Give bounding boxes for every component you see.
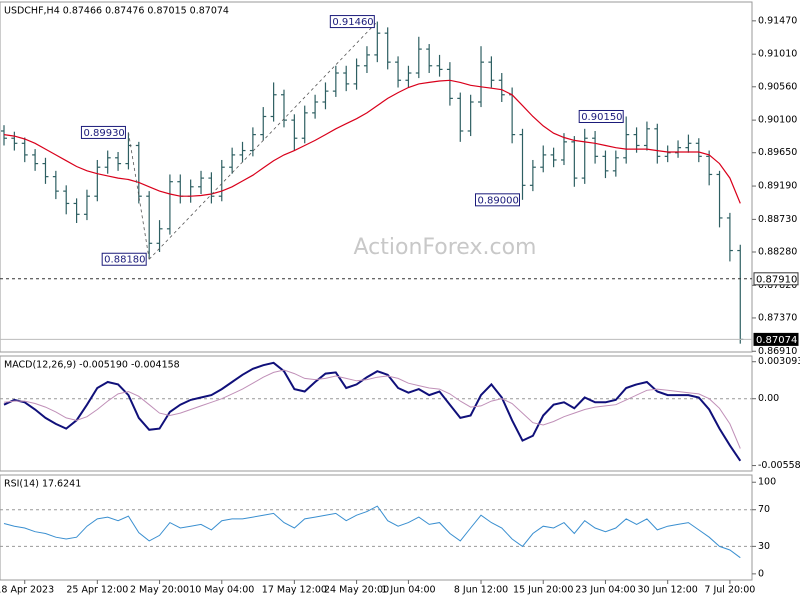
last-price-label-box <box>753 332 799 346</box>
swing-label: 0.89930 <box>83 128 124 139</box>
watermark: ActionForex.com <box>354 235 537 260</box>
swing-label-box <box>80 125 126 139</box>
x-tick-label: 18 Apr 2023 <box>0 585 54 596</box>
rsi-panel <box>0 474 753 581</box>
panel-title: RSI(14) 17.6241 <box>4 479 81 490</box>
y-tick-label: 0.88730 <box>758 214 797 225</box>
x-tick-label: 17 May 12:00 <box>262 585 327 596</box>
y-tick-label: 30 <box>758 541 770 552</box>
level-label: 0.87910 <box>756 274 797 285</box>
x-tick-label: 8 Jun 12:00 <box>454 585 508 596</box>
indicator-line <box>3 361 742 462</box>
y-tick-label: 0.91470 <box>758 15 797 26</box>
swing-label: 0.88180 <box>104 255 145 266</box>
y-tick-label: 100 <box>758 477 776 488</box>
x-tick-label: 24 May 20:00 <box>324 585 389 596</box>
price-panel <box>0 1 753 353</box>
x-tick-label: 15 Jun 20:00 <box>513 585 573 596</box>
y-tick-label: 0 <box>758 568 764 579</box>
x-tick-label: 10 May 04:00 <box>189 585 254 596</box>
y-tick-label: 0.89650 <box>758 147 797 158</box>
y-tick-label: 0.88280 <box>758 247 797 258</box>
moving-average <box>3 79 741 204</box>
indicator-line <box>3 505 741 559</box>
y-tick-label: 0.90560 <box>758 81 797 92</box>
swing-label: 0.89000 <box>478 195 519 206</box>
y-tick-label: 0.91010 <box>758 49 797 60</box>
y-tick-label: 0.003093 <box>758 356 800 367</box>
x-tick-label: 7 Jul 20:00 <box>704 585 755 596</box>
swing-label: 0.91460 <box>332 17 373 28</box>
x-tick-label: 1 Jun 04:00 <box>381 585 435 596</box>
y-tick-label: 0.87370 <box>758 312 797 323</box>
x-tick-label: 23 Jun 04:00 <box>575 585 635 596</box>
panel-title: USDCHF,H4 0.87466 0.87476 0.87015 0.8707… <box>4 6 229 17</box>
y-tick-label: 0.86910 <box>758 346 797 357</box>
last-price-label: 0.87074 <box>756 335 797 346</box>
y-tick-label: 0.00 <box>758 393 779 404</box>
swing-label: 0.90150 <box>581 112 622 123</box>
swing-label-box <box>329 15 375 29</box>
swing-connector <box>148 21 378 260</box>
swing-label-box <box>101 252 147 266</box>
swing-label-box <box>475 193 520 207</box>
indicator-line <box>3 369 741 449</box>
panel-title: MACD(12,26,9) -0.005190 -0.004158 <box>4 360 180 371</box>
x-tick-label: 25 Apr 12:00 <box>66 585 128 596</box>
level-label-box <box>753 272 799 286</box>
macd-panel <box>0 355 753 472</box>
x-tick-label: 2 May 20:00 <box>130 585 189 596</box>
y-tick-label: 0.87820 <box>758 280 797 291</box>
y-tick-label: 0.90100 <box>758 115 797 126</box>
y-tick-label: -0.005585 <box>758 460 800 471</box>
y-tick-label: 70 <box>758 504 770 515</box>
swing-label-box <box>578 109 624 123</box>
x-tick-label: 30 Jun 12:00 <box>638 585 698 596</box>
y-tick-label: 0.89190 <box>758 181 797 192</box>
